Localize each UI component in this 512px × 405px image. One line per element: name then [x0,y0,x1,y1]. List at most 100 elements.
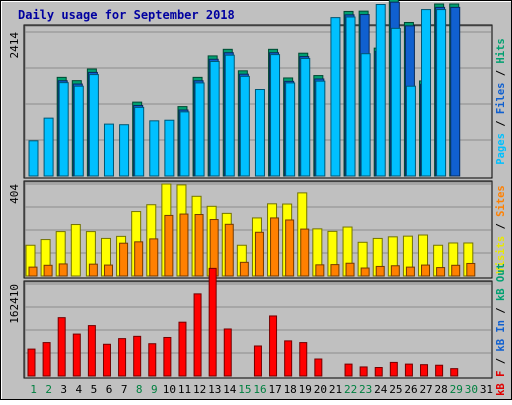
x-tick-label-28: 28 [435,383,448,396]
bar-sites-day-10 [164,214,174,277]
bar-kb-f-day-9 [148,343,157,377]
bar-sites-day-24 [375,265,385,277]
x-tick-label-22: 22 [344,383,357,396]
bar-pages-day-8 [134,106,145,177]
x-tick-label-13: 13 [208,383,221,396]
bar-pages-day-15 [239,75,250,177]
panel-2: 404 Visits / Sites [8,180,507,279]
bar-pages-day-3 [58,82,69,177]
bar-kb-f-day-25 [389,361,398,377]
x-tick-label-17: 17 [268,383,281,396]
bar-pages-day-6 [103,123,114,177]
bar-pages-day-19 [300,57,311,177]
bar-kb-f-day-5 [87,325,96,377]
panel-3-series-label: kB F / kB In / kB Out [495,263,507,396]
bar-kb-f-day-29 [450,368,459,377]
x-tick-label-18: 18 [284,383,297,396]
x-tick-label-3: 3 [60,383,67,396]
x-tick-label-30: 30 [465,383,478,396]
panel-2-bars [25,183,476,277]
panel-3-bars [27,267,459,377]
x-tick-label-5: 5 [91,383,98,396]
bar-kb-f-day-11 [178,321,187,377]
bar-pages-day-22 [345,16,356,177]
bar-sites-day-29 [451,264,461,277]
series-label-kb-out: kB Out [495,263,507,301]
chart-title: Daily usage for September 2018 [18,8,235,22]
bar-pages-day-1 [28,140,39,177]
bar-sites-day-27 [421,264,431,277]
x-tick-label-6: 6 [106,383,113,396]
bar-kb-f-day-10 [163,336,172,377]
bar-visits-day-4 [70,224,81,277]
bar-sites-day-12 [194,214,204,277]
series-label-separator: / [495,114,507,133]
bar-kb-f-day-17 [269,315,278,377]
bar-files-day-29 [450,6,461,177]
bar-pages-day-12 [194,82,205,177]
bar-sites-day-26 [405,266,415,277]
x-tick-label-25: 25 [389,383,402,396]
bar-kb-f-day-8 [133,335,142,377]
bar-pages-day-4 [73,85,84,177]
x-tick-label-4: 4 [76,383,83,396]
bar-kb-f-day-22 [344,363,353,377]
bar-pages-day-23 [360,53,371,177]
bar-sites-day-11 [179,213,189,277]
bar-pages-day-7 [119,124,130,177]
bar-kb-f-day-19 [299,342,308,377]
bar-pages-day-27 [421,9,432,177]
bar-sites-day-13 [209,219,219,277]
x-tick-label-24: 24 [374,383,388,396]
bar-kb-f-day-1 [27,348,36,377]
bar-pages-day-28 [436,9,447,177]
bar-sites-day-22 [345,262,355,277]
series-label-files: Files [495,83,507,115]
bar-kb-f-day-16 [253,345,262,377]
x-axis-labels: 1 2 3 4 5 6 7 8 9 10 11 12 13 14 15 16 17 18 19 20 21 22 23 24 2… [30,383,493,396]
bar-kb-f-day-26 [404,363,413,377]
x-tick-label-8: 8 [136,383,143,396]
bar-sites-day-16 [254,231,264,277]
x-tick-label-19: 19 [299,383,312,396]
bar-pages-day-24 [375,4,386,177]
bar-pages-day-5 [88,74,99,177]
bar-sites-day-25 [390,265,400,277]
bar-pages-day-14 [224,54,235,177]
x-tick-label-7: 7 [121,383,128,396]
bar-kb-f-day-12 [193,293,202,377]
bar-kb-f-day-24 [374,367,383,377]
panel-1-ymax-label: 2414 [8,32,21,59]
x-tick-label-23: 23 [359,383,372,396]
panel-1-bars [28,0,461,177]
x-tick-label-21: 21 [329,383,342,396]
x-tick-label-27: 27 [419,383,432,396]
bar-sites-day-8 [134,241,144,277]
panel-2-series-label: Visits / Sites [495,185,507,274]
bar-kb-f-day-6 [102,343,111,377]
bar-kb-f-day-13 [208,267,217,377]
x-tick-label-11: 11 [178,383,191,396]
bar-sites-day-28 [436,267,446,277]
x-tick-label-12: 12 [193,383,206,396]
bar-kb-f-day-2 [42,342,51,377]
bar-pages-day-2 [43,117,54,177]
panel-1-series-label: Pages / Files / Hits [495,38,507,164]
x-tick-label-15: 15 [238,383,251,396]
x-tick-label-14: 14 [223,383,237,396]
series-label-kb-in: kB In [495,320,507,352]
bar-sites-day-3 [58,263,68,277]
bar-sites-day-30 [466,262,476,277]
series-label-visits: Visits [495,236,507,274]
series-label-separator: / [495,64,507,83]
bar-sites-day-9 [149,238,159,277]
bar-sites-day-18 [285,219,295,277]
bar-pages-day-21 [330,17,341,177]
bar-kb-f-day-27 [420,364,429,377]
bar-sites-day-23 [360,267,370,277]
bar-pages-day-20 [315,80,326,177]
